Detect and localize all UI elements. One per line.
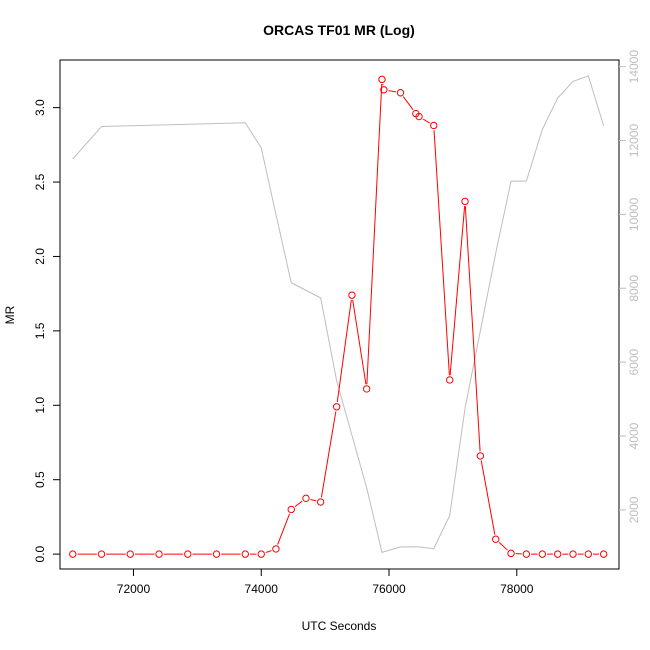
y-tick-label: 1.5 [33,322,47,339]
y2-tick-label: 10000 [627,197,641,231]
mr-data-point [569,550,577,558]
series-layer [69,75,608,558]
mr-data-point [492,535,500,543]
mr-data-point [430,121,438,130]
y-tick-label: 1.0 [33,397,47,414]
mr-series-segment [277,513,291,545]
x-tick-label: 76000 [372,582,406,596]
mr-series-segment [265,550,272,554]
mr-data-point [212,550,221,558]
mr-series-segment [294,500,303,508]
mr-data-point [316,498,325,506]
mr-series-segment [422,118,430,124]
mr-series-segment [464,206,481,452]
y2-tick-label: 2000 [627,496,641,523]
mr-series-segment [388,90,396,93]
mr-data-point [97,550,106,558]
mr-series-segment [320,411,337,498]
secondary-series-line [72,75,605,554]
y-tick-label: 2.5 [33,173,47,190]
mr-series-segment [352,299,367,385]
mr-data-point [507,549,515,558]
mr-data-point [332,403,341,411]
y-tick-label: 2.0 [33,248,47,265]
mr-series-segment [366,84,383,385]
mr-data-point [553,550,562,558]
mr-series-segment [433,130,450,376]
mr-data-point [272,545,280,553]
mr-series-segment [498,542,508,551]
mr-data-point [522,550,531,558]
y2-tick-label: 12000 [627,124,641,158]
y-tick-label: 0.0 [33,545,47,562]
mr-series-segment [336,299,352,403]
mr-data-point [538,550,547,558]
mr-data-point [302,494,310,503]
y-tick-label: 0.5 [33,471,47,488]
mr-series-segment [402,96,414,111]
y2-tick-label: 4000 [627,422,641,449]
mr-data-point [257,550,265,558]
mr-data-point [380,86,388,94]
mr-data-point [69,550,77,558]
mr-data-point [241,550,249,558]
x-tick-label: 78000 [500,582,534,596]
mr-data-point [415,112,423,121]
x-tick-label: 74000 [245,582,279,596]
y2-tick-label: 8000 [627,275,641,302]
mr-data-point [599,550,608,558]
mr-data-point [184,550,192,558]
mr-data-point [461,197,469,206]
mr-data-point [584,550,593,558]
y2-tick-label: 6000 [627,348,641,375]
mr-data-point [378,75,386,84]
chart-title: ORCAS TF01 MR (Log) [263,22,415,38]
mr-data-point [476,452,485,460]
x-axis: 72000 74000 76000 78000 [117,569,534,596]
mr-data-point [348,291,356,299]
mr-data-point [126,550,134,558]
x-tick-label: 72000 [117,582,151,596]
y-axis-label: MR [3,305,17,324]
mr-data-point [155,550,163,558]
mr-data-point [446,376,454,384]
mr-series-segment [480,460,496,535]
mr-series-segment [449,206,466,376]
y-tick-label: 3.0 [33,99,47,116]
mr-data-point [396,89,405,97]
mr-series-segment [310,498,317,502]
mr-data-point [362,385,371,393]
y2-tick-label: 14000 [627,50,641,84]
y-axis: 0.0 0.5 1.0 1.5 2.0 2.5 3.0 [33,99,60,562]
mr-data-point [287,505,295,514]
plot-frame [59,59,620,570]
x-axis-label: UTC Seconds [302,619,377,633]
y2-axis-right: 2000 4000 6000 8000 10000 12000 14000 [619,50,641,523]
